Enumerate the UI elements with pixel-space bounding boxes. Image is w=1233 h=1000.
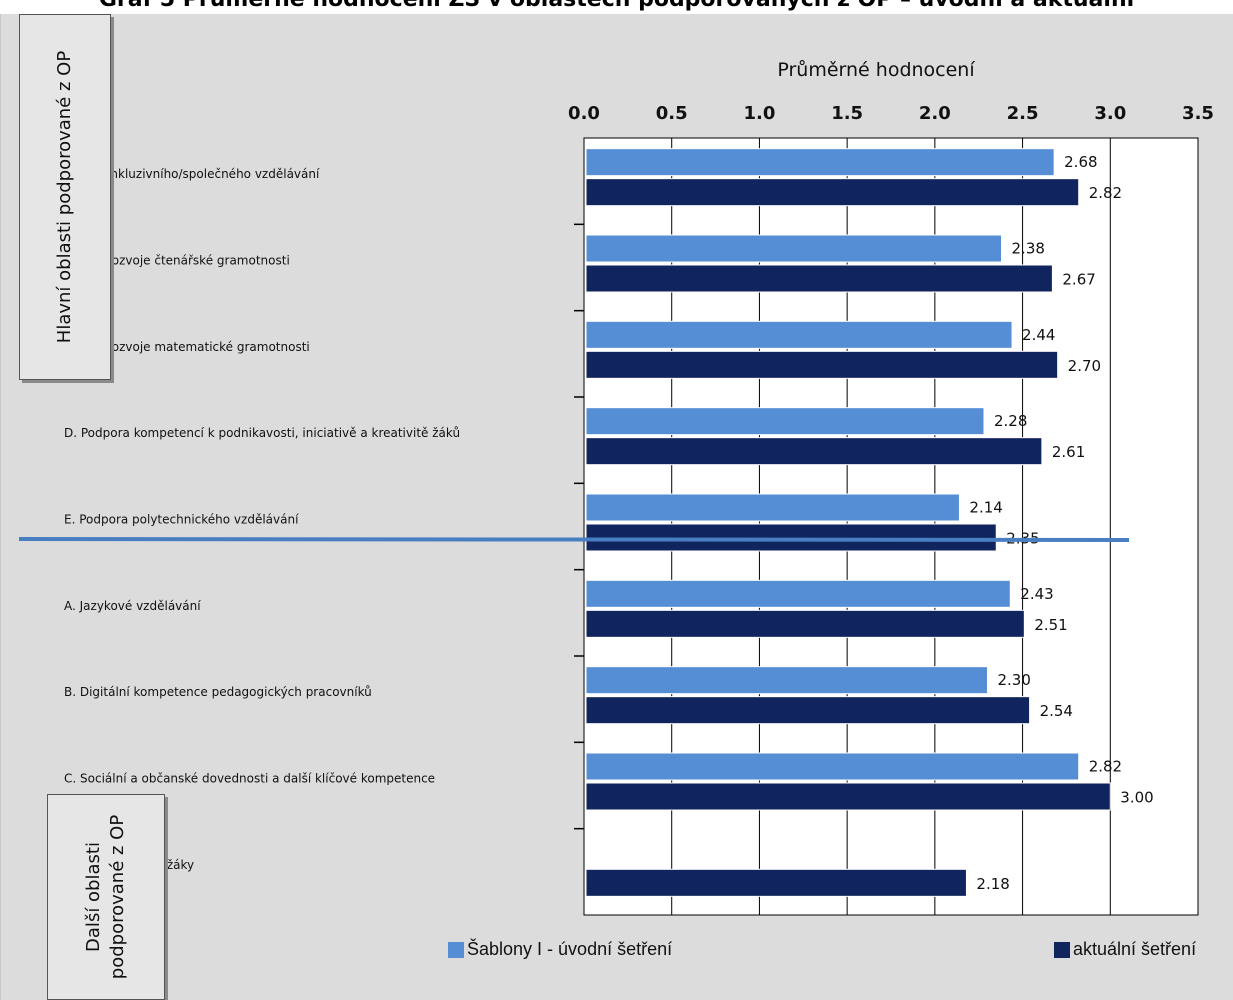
bar-series-2	[585, 350, 1059, 379]
bar-series-2	[585, 523, 997, 552]
bar-series-2	[585, 696, 1031, 725]
data-label-series-1: 2.44	[1022, 326, 1055, 344]
data-label-series-2: 2.51	[1034, 616, 1067, 634]
x-tick-label: 3.0	[1094, 103, 1126, 124]
bar-series-2	[585, 264, 1053, 293]
x-axis-title: Průměrné hodnocení	[777, 59, 975, 81]
bar-series-1	[585, 752, 1080, 781]
data-label-series-1: 2.14	[969, 499, 1002, 517]
bar-series-1	[585, 666, 988, 695]
legend-item-series-1: Šablony I - úvodní šetření	[448, 939, 672, 960]
x-tick-label: 1.5	[831, 103, 863, 124]
bar-series-2	[585, 178, 1080, 207]
bar-series-1	[585, 148, 1055, 177]
legend-item-series-2: aktuální šetření	[1054, 939, 1196, 960]
bar-series-1	[585, 320, 1013, 349]
category-label: C. Sociální a občanské dovednosti a dalš…	[64, 772, 435, 786]
group-label-other-text: Další oblasti podporované z OP	[83, 814, 128, 980]
bar-series-2	[585, 437, 1043, 466]
legend-swatch-series-1	[448, 941, 464, 958]
data-label-series-1: 2.28	[994, 412, 1027, 430]
category-label: D. Podpora kompetencí k podnikavosti, in…	[64, 426, 460, 440]
data-label-series-1: 2.43	[1020, 585, 1053, 603]
category-label: …pora rozvoje čtenářské gramotnosti	[64, 254, 290, 268]
x-tick-label: 0.0	[568, 103, 600, 124]
bar-chart: 0.0 0.5 1.0 1.5 2.0 2.5 3.0 3.5 Průměrné hodnoce…	[18, 59, 1214, 916]
data-label-series-2: 2.18	[976, 875, 1009, 893]
x-tick-label: 2.5	[1007, 103, 1039, 124]
category-label: B. Digitální kompetence pedagogických pr…	[64, 685, 372, 699]
data-label-series-2: 2.61	[1052, 443, 1085, 461]
data-label-series-2: 2.67	[1062, 271, 1095, 289]
data-label-series-1: 2.82	[1089, 758, 1122, 776]
legend-swatch-series-2	[1054, 941, 1070, 958]
group-label-main-text: Hlavní oblasti podporované z OP	[54, 50, 75, 344]
data-label-series-1: 2.68	[1064, 153, 1097, 171]
data-label-series-2: 2.54	[1040, 702, 1073, 720]
bar-series-1	[585, 579, 1011, 608]
category-label: A. Jazykové vzdělávání	[64, 599, 201, 613]
x-tick-label: 0.5	[656, 103, 688, 124]
data-label-series-1: 2.30	[997, 671, 1030, 689]
group-label-main-areas: Hlavní oblasti podporované z OP	[19, 14, 111, 380]
legend-label-series-2: aktuální šetření	[1073, 939, 1197, 959]
bar-series-2	[585, 609, 1025, 638]
group-label-other-areas: Další oblasti podporované z OP	[47, 794, 165, 1000]
x-tick-label: 1.0	[743, 103, 775, 124]
legend-label-series-1: Šablony I - úvodní šetření	[467, 939, 673, 959]
x-tick-label: 2.0	[919, 103, 951, 124]
data-label-series-1: 2.38	[1012, 240, 1045, 258]
data-label-series-2: 3.00	[1120, 789, 1153, 807]
bar-series-1	[585, 234, 1003, 263]
divider-line	[18, 537, 1130, 542]
bar-series-2	[585, 782, 1111, 811]
data-label-series-2: 2.70	[1068, 357, 1101, 375]
chart-area: 0.0 0.5 1.0 1.5 2.0 2.5 3.0 3.5 Průměrné hodnoce…	[0, 14, 1233, 1000]
chart-title: Graf 5 Průměrné hodnocení ZŠ v oblastech…	[0, 0, 1233, 12]
bar-series-1	[585, 407, 985, 436]
data-label-series-2: 2.82	[1089, 184, 1122, 202]
category-label: E. Podpora polytechnického vzdělávání	[64, 513, 299, 527]
x-tick-label: 3.5	[1182, 103, 1214, 124]
category-label: …pora inkluzivního/společného vzdělávání	[64, 167, 320, 181]
bar-series-2	[585, 868, 967, 897]
category-label: …pora rozvoje matematické gramotnosti	[64, 340, 310, 354]
bar-series-1	[585, 493, 960, 522]
